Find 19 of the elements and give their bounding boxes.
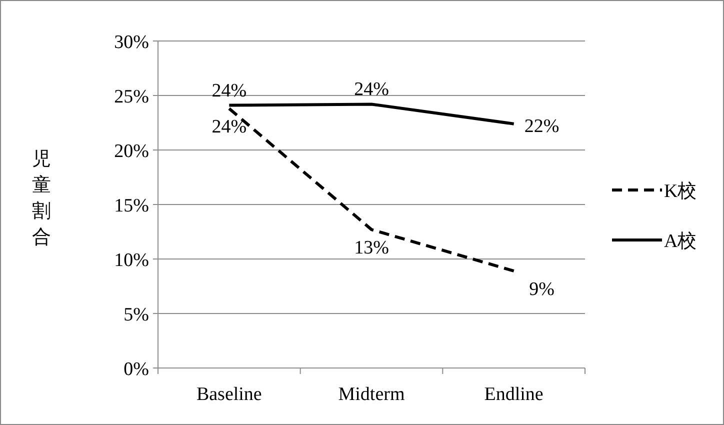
x-tick-label: Midterm — [338, 384, 405, 405]
y-tick-label: 10% — [114, 250, 150, 271]
legend-label: A校 — [664, 231, 697, 252]
legend-label: K校 — [664, 181, 697, 202]
x-tick-label: Endline — [484, 384, 544, 405]
ylabel: 児童割合 — [32, 149, 51, 248]
y-tick-label: 30% — [114, 32, 150, 53]
y-tick-label: 20% — [114, 141, 150, 162]
data-label: 24% — [212, 80, 247, 102]
y-tick-label: 0% — [124, 359, 150, 380]
data-label: 22% — [524, 116, 560, 137]
y-tick-label: 5% — [124, 304, 150, 326]
y-tick-label: 25% — [114, 86, 150, 108]
data-label: 9% — [529, 278, 555, 300]
data-label: 24% — [354, 79, 390, 100]
x-tick-label: Baseline — [196, 384, 262, 405]
data-label: 13% — [354, 238, 390, 259]
y-tick-label: 15% — [114, 196, 150, 216]
data-label: 24% — [212, 116, 247, 138]
